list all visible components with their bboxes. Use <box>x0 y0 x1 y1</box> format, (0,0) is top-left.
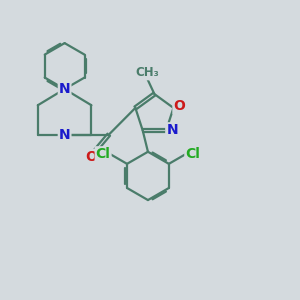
Text: N: N <box>166 123 178 137</box>
Text: Cl: Cl <box>96 147 110 161</box>
Text: N: N <box>59 128 70 142</box>
Text: Cl: Cl <box>185 147 200 161</box>
Text: CH₃: CH₃ <box>136 66 159 80</box>
Text: O: O <box>86 150 98 164</box>
Text: O: O <box>173 99 185 113</box>
Text: N: N <box>59 82 70 96</box>
